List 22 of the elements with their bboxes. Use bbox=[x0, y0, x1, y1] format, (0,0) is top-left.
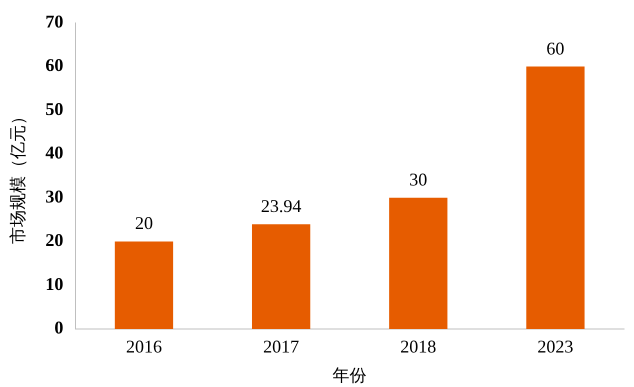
y-tick-label: 10 bbox=[45, 274, 64, 294]
y-tick-label: 40 bbox=[45, 142, 64, 163]
y-tick-label: 30 bbox=[45, 186, 64, 206]
bar bbox=[252, 224, 310, 329]
x-tick-label: 2017 bbox=[263, 336, 300, 357]
y-axis-title: 市场规模（亿元） bbox=[8, 108, 29, 244]
x-tick-label: 2018 bbox=[400, 336, 436, 357]
bar bbox=[114, 242, 174, 329]
y-tick-label: 20 bbox=[45, 230, 64, 250]
y-tick-label: 60 bbox=[45, 55, 64, 76]
data-label: 23.94 bbox=[260, 196, 302, 216]
x-tick-label: 2023 bbox=[537, 336, 574, 357]
y-tick-label: 0 bbox=[54, 318, 64, 338]
data-label: 60 bbox=[546, 38, 564, 58]
y-tick-label: 50 bbox=[45, 98, 64, 119]
x-axis-title: 年份 bbox=[332, 366, 367, 386]
bar bbox=[389, 198, 448, 329]
x-tick-label: 2016 bbox=[126, 336, 162, 357]
y-tick-label: 70 bbox=[45, 11, 64, 32]
bar bbox=[526, 66, 585, 329]
data-label: 20 bbox=[134, 213, 153, 234]
data-label: 30 bbox=[409, 170, 428, 190]
